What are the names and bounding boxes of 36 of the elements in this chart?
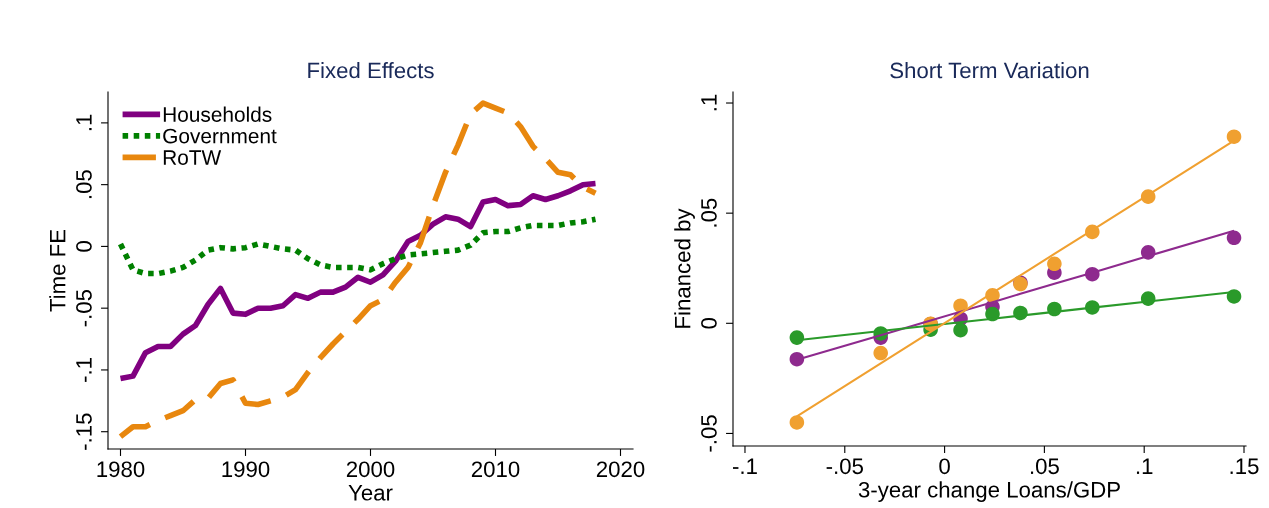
point — [789, 415, 805, 430]
x-tick-label: .05 — [1030, 458, 1059, 475]
x-tick-label: 2010 — [471, 461, 520, 478]
x-tick-label: .15 — [1230, 458, 1259, 475]
y-tick-label: -.1 — [76, 358, 92, 382]
legend-label: Government — [163, 128, 277, 144]
legend-label: Households — [163, 106, 272, 122]
y-tick-label: 0 — [701, 317, 717, 329]
y-tick-label: 0 — [76, 241, 92, 252]
y-tick-label: .1 — [701, 94, 717, 111]
y-axis-title: Time FE — [49, 229, 66, 312]
x-tick-label: -.05 — [826, 458, 863, 475]
y-axis-title: Financed by — [674, 208, 695, 328]
y-tick-label: .05 — [76, 170, 92, 199]
x-tick-label: 1980 — [97, 461, 145, 478]
point — [1226, 289, 1242, 304]
x-tick-label: .1 — [1136, 458, 1153, 474]
x-tick-label: -.1 — [733, 458, 757, 474]
chart-title: Fixed Effects — [308, 62, 434, 79]
point — [1047, 256, 1062, 272]
x-tick-label: 2000 — [346, 461, 395, 478]
y-tick-label: -.15 — [76, 413, 92, 450]
point — [1226, 230, 1242, 246]
y-tick-label: .1 — [76, 114, 92, 131]
point — [873, 345, 888, 361]
x-axis-title: 3-year change Loans/GDP — [858, 481, 1120, 503]
point — [1226, 129, 1242, 144]
y-tick-label: -.05 — [76, 289, 92, 327]
point — [953, 322, 968, 338]
x-tick-label: 1990 — [222, 461, 270, 478]
x-axis-title: Year — [348, 485, 393, 501]
legend-label: RoTW — [163, 150, 222, 165]
y-tick-label: .05 — [701, 198, 717, 227]
x-tick-label: 2020 — [596, 461, 645, 478]
chart-title: Short Term Variation — [890, 62, 1089, 79]
x-tick-label: 0 — [939, 458, 950, 475]
